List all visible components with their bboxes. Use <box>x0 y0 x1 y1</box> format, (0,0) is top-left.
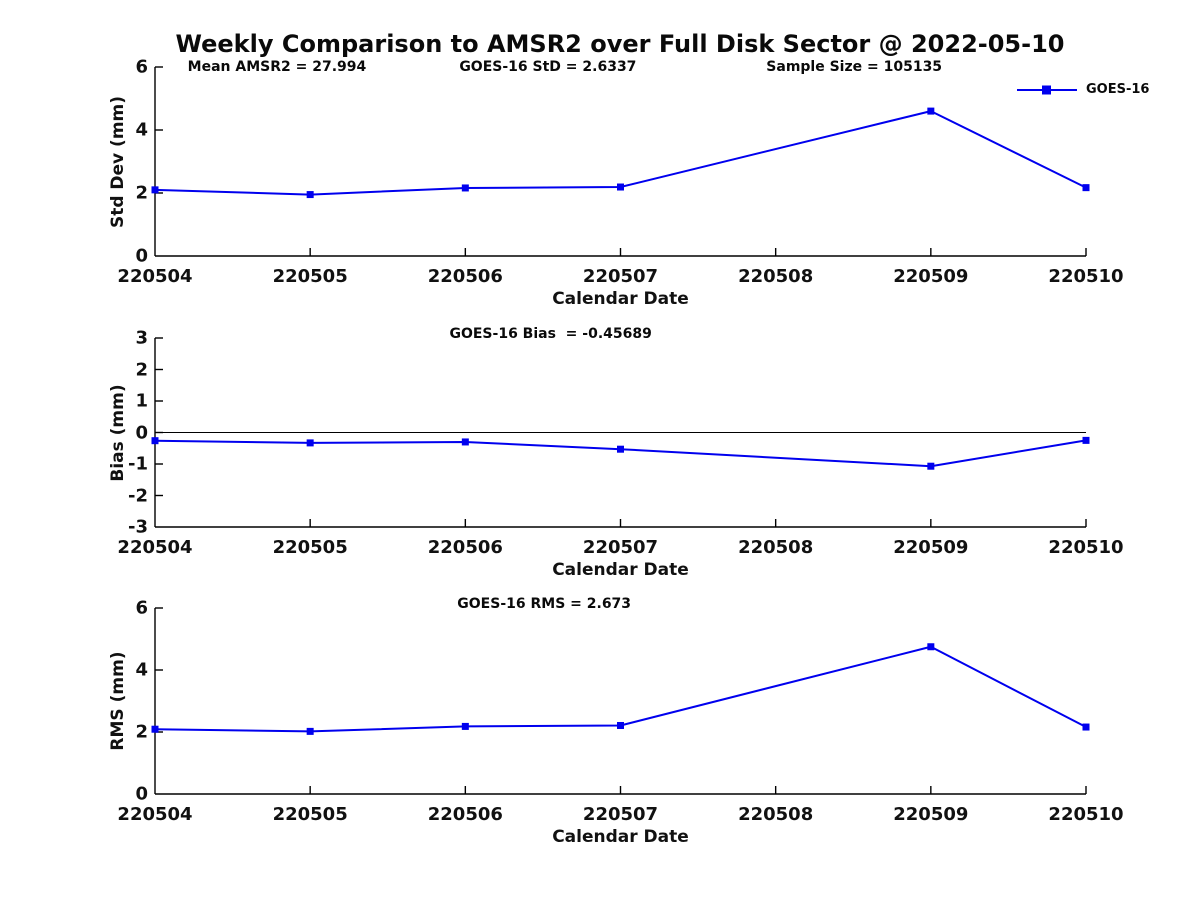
x-tick-label: 220510 <box>1048 537 1124 558</box>
data-point-marker <box>1082 723 1090 731</box>
data-point-marker <box>617 721 624 729</box>
y-tick-label: 0 <box>135 422 148 443</box>
annotation-text: Sample Size = 105135 <box>766 59 943 75</box>
y-tick-label: 6 <box>135 56 148 78</box>
x-tick-label: 220506 <box>427 804 503 825</box>
figure-title: Weekly Comparison to AMSR2 over Full Dis… <box>175 30 1065 58</box>
y-tick-label: 4 <box>135 119 148 141</box>
data-point-marker <box>1082 184 1090 192</box>
x-tick-label: 220508 <box>738 266 814 287</box>
x-tick-label: 220504 <box>117 537 193 558</box>
x-tick-label: 220506 <box>427 266 503 287</box>
y-tick-label: 3 <box>135 327 148 349</box>
y-tick-label: 6 <box>135 597 148 619</box>
data-point-marker <box>617 183 624 191</box>
y-axis-label: Std Dev (mm) <box>108 95 128 228</box>
x-tick-label: 220507 <box>582 537 659 558</box>
y-tick-label: -3 <box>128 516 148 538</box>
annotation-text: GOES-16 Bias = -0.45689 <box>449 326 652 342</box>
x-tick-label: 220507 <box>582 266 659 287</box>
data-line-GOES-16 <box>154 439 1087 468</box>
legend-label: GOES-16 <box>1086 82 1150 97</box>
x-tick-label: 220509 <box>893 266 969 287</box>
legend: GOES-16 <box>1016 82 1149 97</box>
x-tick-label: 220508 <box>738 537 814 558</box>
data-point-marker <box>151 437 159 445</box>
x-tick-label: 220505 <box>272 537 348 558</box>
annotation-text: GOES-16 RMS = 2.673 <box>457 596 632 612</box>
x-tick-label: 220508 <box>738 804 814 825</box>
y-tick-label: 0 <box>135 245 148 267</box>
data-point-marker <box>927 107 935 115</box>
data-point-marker <box>461 438 469 446</box>
x-axis-label: Calendar Date <box>552 827 689 847</box>
x-tick-label: 220507 <box>582 804 659 825</box>
x-tick-label: 220506 <box>427 537 503 558</box>
x-tick-label: 220509 <box>893 537 969 558</box>
data-line-GOES-16 <box>154 645 1087 733</box>
y-axis-label: Bias (mm) <box>108 383 128 482</box>
data-point-marker <box>306 191 314 199</box>
data-point-marker <box>617 445 624 453</box>
x-tick-label: 220505 <box>272 804 348 825</box>
x-tick-label: 220505 <box>272 266 348 287</box>
x-tick-label: 220504 <box>117 804 193 825</box>
annotation-text: GOES-16 StD = 2.6337 <box>459 59 637 75</box>
data-point-marker <box>927 643 935 651</box>
x-tick-label: 220504 <box>117 266 193 287</box>
y-tick-label: 4 <box>135 659 148 681</box>
data-point-marker <box>306 727 314 735</box>
y-tick-label: 1 <box>135 390 148 412</box>
data-point-marker <box>151 725 159 733</box>
y-tick-label: 2 <box>135 721 148 743</box>
y-tick-label: 2 <box>135 182 148 204</box>
x-axis-label: Calendar Date <box>552 560 689 580</box>
data-point-marker <box>461 184 469 192</box>
x-tick-label: 220510 <box>1048 804 1124 825</box>
data-point-marker <box>1082 436 1090 444</box>
data-point-marker <box>151 186 159 194</box>
y-tick-label: 0 <box>135 783 148 805</box>
x-axis-label: Calendar Date <box>552 289 689 309</box>
y-tick-label: 2 <box>135 359 148 380</box>
data-point-marker <box>927 462 935 470</box>
annotation-text: Mean AMSR2 = 27.994 <box>187 59 367 75</box>
data-point-marker <box>306 439 314 447</box>
x-tick-label: 220510 <box>1048 266 1124 287</box>
x-tick-label: 220509 <box>893 804 969 825</box>
y-axis-label: RMS (mm) <box>108 651 128 751</box>
legend-line-marker-icon <box>1017 85 1077 94</box>
y-tick-label: -1 <box>128 453 148 475</box>
y-tick-label: -2 <box>128 485 148 506</box>
data-line-GOES-16 <box>154 110 1087 196</box>
data-point-marker <box>461 722 469 730</box>
